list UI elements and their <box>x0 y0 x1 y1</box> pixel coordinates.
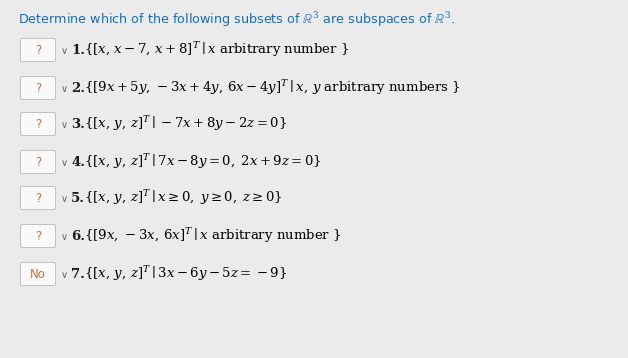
Text: 4.: 4. <box>71 155 85 169</box>
Text: ∨: ∨ <box>61 46 68 56</box>
Text: ∨: ∨ <box>61 232 68 242</box>
Text: ∨: ∨ <box>61 270 68 280</box>
FancyBboxPatch shape <box>21 150 55 174</box>
Text: ∨: ∨ <box>61 84 68 94</box>
FancyBboxPatch shape <box>21 39 55 62</box>
Text: ?: ? <box>35 117 41 131</box>
Text: ?: ? <box>35 229 41 242</box>
Text: ?: ? <box>35 155 41 169</box>
Text: No: No <box>30 267 46 281</box>
Text: $\{[x,\,y,\,z]^T \mid -7x+8y-2z=0\}$: $\{[x,\,y,\,z]^T \mid -7x+8y-2z=0\}$ <box>84 115 287 134</box>
Text: 5.: 5. <box>71 192 85 204</box>
Text: $\{[9x+5y,\,-3x+4y,\,6x-4y]^T \mid x,\,y \text{ arbitrary numbers }\}$: $\{[9x+5y,\,-3x+4y,\,6x-4y]^T \mid x,\,y… <box>84 78 460 97</box>
Text: ?: ? <box>35 192 41 204</box>
Text: 1.: 1. <box>71 44 85 57</box>
FancyBboxPatch shape <box>21 112 55 135</box>
Text: ?: ? <box>35 82 41 95</box>
Text: $\{[x,\,y,\,z]^T \mid x\geq 0,\; y\geq 0,\; z\geq 0\}$: $\{[x,\,y,\,z]^T \mid x\geq 0,\; y\geq 0… <box>84 189 283 207</box>
Text: ∨: ∨ <box>61 158 68 168</box>
Text: $\{[x,\,y,\,z]^T \mid 3x-6y-5z=-9\}$: $\{[x,\,y,\,z]^T \mid 3x-6y-5z=-9\}$ <box>84 265 287 284</box>
Text: $\{[x,\, x-7,\, x+8]^T \mid x \text{ arbitrary number }\}$: $\{[x,\, x-7,\, x+8]^T \mid x \text{ arb… <box>84 40 349 59</box>
Text: Determine which of the following subsets of $\mathbb{R}^3$ are subspaces of $\ma: Determine which of the following subsets… <box>18 10 455 29</box>
Text: $\{[x,\,y,\,z]^T \mid 7x-8y=0,\; 2x+9z=0\}$: $\{[x,\,y,\,z]^T \mid 7x-8y=0,\; 2x+9z=0… <box>84 153 322 171</box>
Text: ∨: ∨ <box>61 194 68 204</box>
Text: 2.: 2. <box>71 82 85 95</box>
FancyBboxPatch shape <box>21 187 55 209</box>
Text: 6.: 6. <box>71 229 85 242</box>
FancyBboxPatch shape <box>21 77 55 100</box>
Text: $\{[9x,\,-3x,\,6x]^T \mid x \text{ arbitrary number }\}$: $\{[9x,\,-3x,\,6x]^T \mid x \text{ arbit… <box>84 227 342 246</box>
FancyBboxPatch shape <box>21 224 55 247</box>
Text: 3.: 3. <box>71 117 85 131</box>
Text: ∨: ∨ <box>61 120 68 130</box>
FancyBboxPatch shape <box>21 262 55 285</box>
Text: ?: ? <box>35 44 41 57</box>
Text: 7.: 7. <box>71 267 85 281</box>
